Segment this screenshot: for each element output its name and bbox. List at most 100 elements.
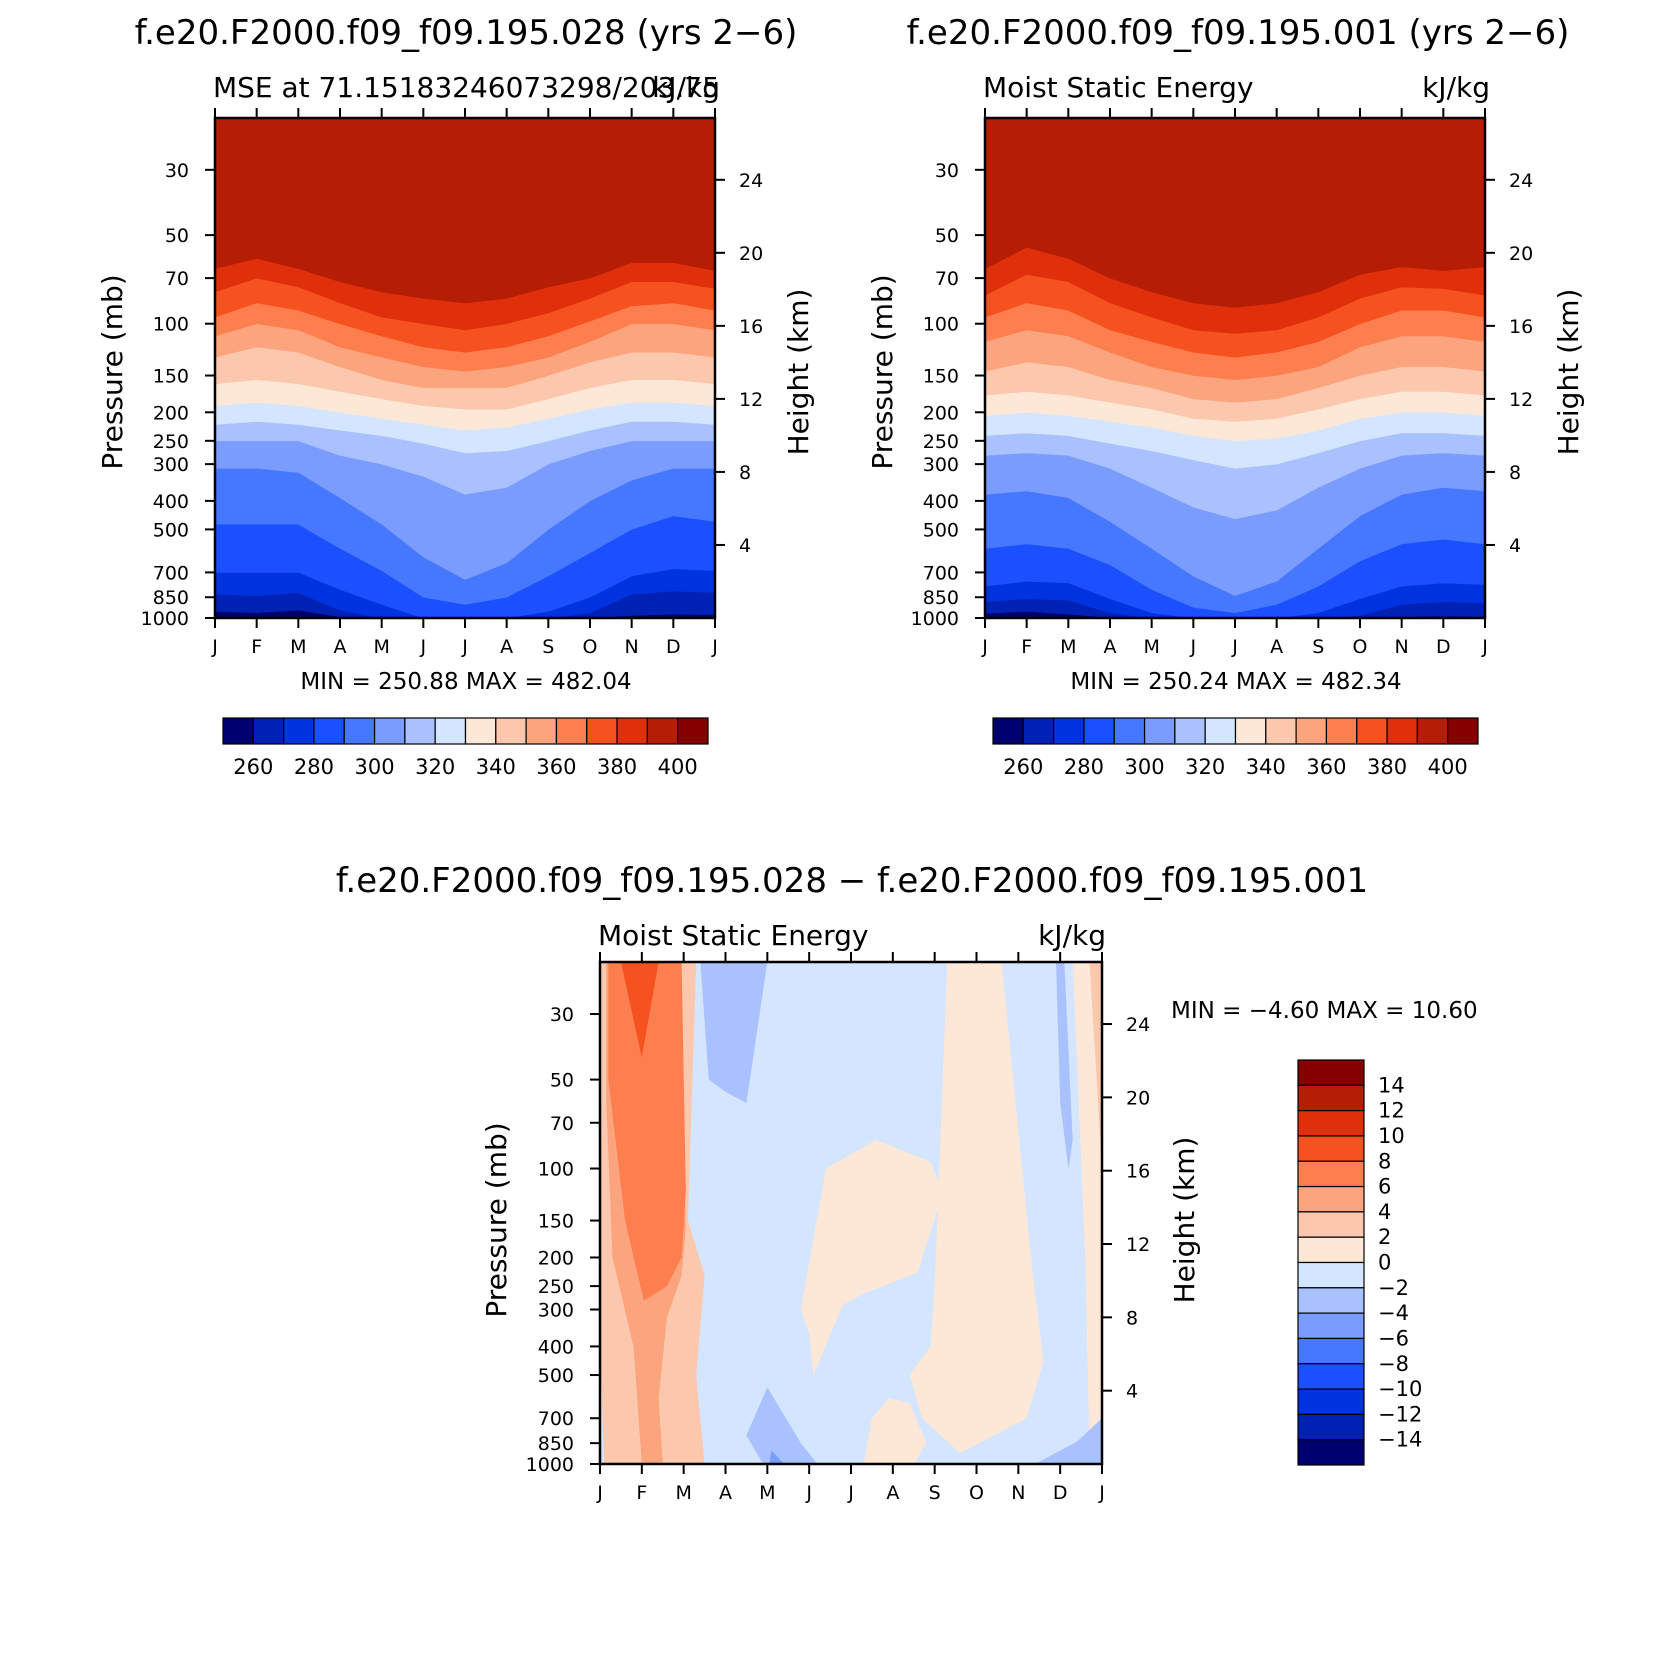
panel2-colorbar-box <box>1386 717 1418 745</box>
panel3-colorbar-label: −2 <box>1378 1276 1409 1300</box>
panel2-ytick-label: 300 <box>923 454 959 476</box>
panel3-colorbar-box <box>1297 1236 1365 1264</box>
panel1-colorbar-label: 400 <box>658 755 698 779</box>
panel3-colorbar-label: −14 <box>1378 1428 1422 1452</box>
panel1-ytick-label: 70 <box>165 268 189 290</box>
panel2-colorbar-box <box>1416 717 1449 745</box>
panel1-subtitle-right: kJ/kg <box>652 71 720 104</box>
panel1-colorbar-label: 300 <box>355 755 395 779</box>
panel-bottom: f.e20.F2000.f09_f09.195.028 − f.e20.F200… <box>336 861 1478 1504</box>
panel3-colorbar-label: −8 <box>1378 1352 1409 1376</box>
panel1-xtick-label: J <box>711 636 718 658</box>
panel2-colorbar-label: 380 <box>1367 755 1407 779</box>
panel2-ytick-label: 100 <box>923 314 959 336</box>
panel2-y2tick-label: 24 <box>1509 170 1533 192</box>
panel3-contour-fill <box>608 962 686 1301</box>
panel2-ytick-label: 150 <box>923 366 959 388</box>
panel2-colorbar-box <box>1174 717 1206 745</box>
panel1-xtick-label: M <box>373 636 389 658</box>
panel1-colorbar-label: 340 <box>476 755 516 779</box>
panel3-ytick-label: 500 <box>538 1365 574 1387</box>
panel3-contour-fill <box>700 962 768 1103</box>
panel2-xtick-label: S <box>1312 636 1324 658</box>
panel3-ytick-label: 400 <box>538 1336 574 1358</box>
panel2-colorbar-box <box>1356 717 1388 745</box>
panel2-ytick-label: 850 <box>923 587 959 609</box>
panel3-xtick-label: A <box>719 1482 732 1504</box>
panel3-xtick-label: J <box>805 1482 812 1504</box>
panel1-colorbar-box <box>222 717 254 745</box>
panel3-minmax: MIN = −4.60 MAX = 10.60 <box>1171 998 1478 1024</box>
panel3-contour-fill <box>863 1398 927 1464</box>
panel3-colorbar-label: 14 <box>1378 1073 1405 1097</box>
panel1-colorbar-box <box>283 717 315 745</box>
panel1-ytick-label: 300 <box>153 454 189 476</box>
panel1-title: f.e20.F2000.f09_f09.195.028 (yrs 2−6) <box>135 13 798 53</box>
panel2-minmax: MIN = 250.24 MAX = 482.34 <box>1070 669 1401 695</box>
panel2-ylabel: Pressure (mb) <box>866 274 899 469</box>
panel1-ytick-label: 500 <box>153 519 189 541</box>
panel2-colorbar-box <box>1022 717 1055 745</box>
panel2-colorbar-box <box>1447 717 1479 745</box>
panel2-colorbar-box <box>1325 717 1358 745</box>
panel3-y2tick-label: 4 <box>1126 1381 1138 1403</box>
panel3-y2tick-label: 20 <box>1126 1087 1150 1109</box>
panel3-xtick-label: J <box>847 1482 854 1504</box>
panel1-colorbar-box <box>555 717 588 745</box>
panel2-colorbar-box <box>1234 717 1267 745</box>
panel2-colorbar-label: 280 <box>1064 755 1104 779</box>
panel2-contour-fill <box>985 118 1485 308</box>
panel3-xtick-label: J <box>596 1482 603 1504</box>
panel1-subtitle-left: MSE at 71.15183246073298/203.75 <box>213 71 720 104</box>
panel2-xtick-label: N <box>1395 636 1409 658</box>
panel2-ytick-label: 70 <box>935 268 959 290</box>
panel3-colorbar-label: 8 <box>1378 1149 1391 1173</box>
panel1-colorbar-box <box>646 717 679 745</box>
panel1-ytick-label: 100 <box>153 314 189 336</box>
panel3-contour-fill <box>1035 1418 1102 1464</box>
panel1-contour-fill <box>215 118 715 304</box>
panel3-ytick-label: 70 <box>550 1113 574 1135</box>
panel1-y2tick-label: 8 <box>739 462 751 484</box>
panel3-colorbar-box <box>1297 1439 1365 1466</box>
panel2-colorbar-box <box>1113 717 1146 745</box>
panel3-contour-fill <box>769 1450 785 1464</box>
panel2-ytick-label: 200 <box>923 402 959 424</box>
panel1-contours <box>215 118 715 618</box>
panel3-colorbar-box <box>1297 1110 1365 1137</box>
panel3-contour-fill <box>1089 962 1102 1169</box>
panel3-colorbar-label: 0 <box>1378 1251 1391 1275</box>
panel1-xtick-label: A <box>500 636 513 658</box>
panel1-colorbar-label: 280 <box>294 755 334 779</box>
panel1-ytick-label: 50 <box>165 225 189 247</box>
panel2-xtick-label: J <box>1190 636 1197 658</box>
panel3-xtick-label: M <box>759 1482 775 1504</box>
panel1-colorbar-box <box>525 717 558 745</box>
panel3-colorbar-label: −12 <box>1378 1402 1422 1426</box>
panel2-contours <box>985 118 1485 618</box>
panel3-ytick-label: 100 <box>538 1159 574 1181</box>
panel2-ylabel-right: Height (km) <box>1552 289 1585 456</box>
panel2-colorbar-label: 300 <box>1125 755 1165 779</box>
panel3-y2tick-label: 12 <box>1126 1234 1150 1256</box>
panel3-contours <box>600 962 1102 1464</box>
panel3-contour-fill <box>1056 962 1073 1169</box>
panel1-colorbar-box <box>313 717 345 745</box>
panel2-xtick-label: M <box>1143 636 1159 658</box>
panel1-colorbar-label: 260 <box>233 755 273 779</box>
panel1-colorbar-box <box>434 717 467 745</box>
panel3-title: f.e20.F2000.f09_f09.195.028 − f.e20.F200… <box>336 861 1368 901</box>
panel1-y2tick-label: 12 <box>739 389 763 411</box>
panel2-y2tick-label: 8 <box>1509 462 1521 484</box>
panel1-ytick-label: 1000 <box>141 608 189 630</box>
panel3-ytick-label: 30 <box>550 1004 574 1026</box>
panel3-colorbar-label: −4 <box>1378 1301 1409 1325</box>
panel3-ylabel: Pressure (mb) <box>480 1122 513 1317</box>
panel1-ytick-label: 200 <box>153 402 189 424</box>
panel1-ytick-label: 150 <box>153 366 189 388</box>
panel1-ylabel-right: Height (km) <box>782 289 815 456</box>
panel2-colorbar-label: 360 <box>1306 755 1346 779</box>
panel1-ytick-label: 30 <box>165 160 189 182</box>
panel2-colorbar-label: 340 <box>1246 755 1286 779</box>
panel3-colorbar-box <box>1297 1160 1365 1188</box>
